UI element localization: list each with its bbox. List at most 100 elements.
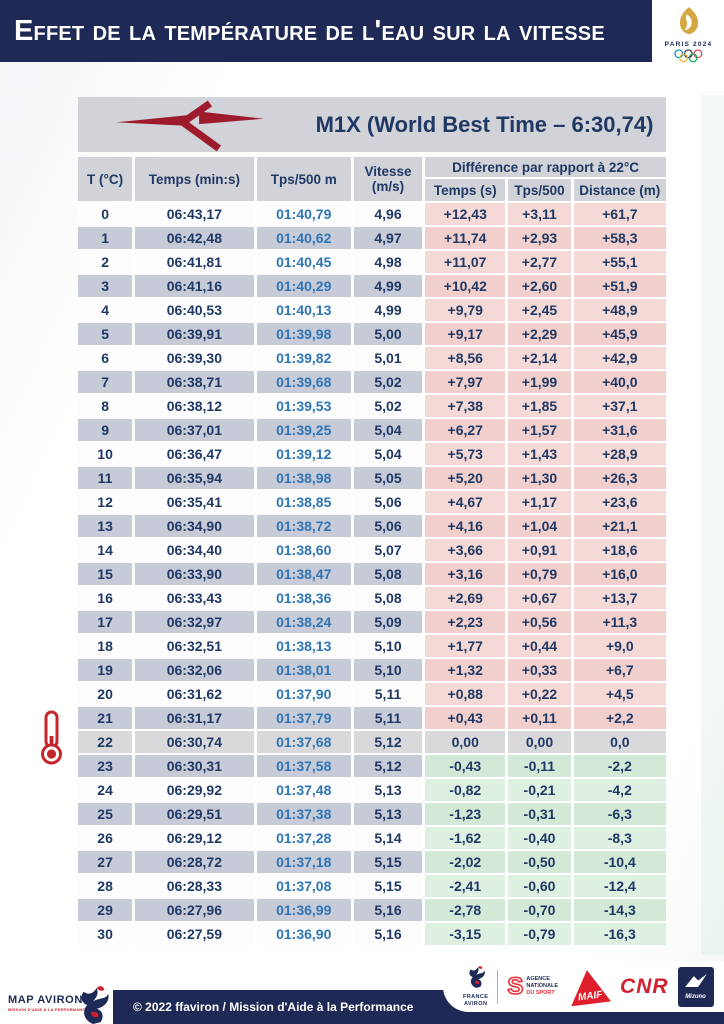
- cell-diff-split: +1,43: [508, 443, 571, 465]
- background-tint: [701, 95, 724, 955]
- cell-split: 01:39,82: [256, 347, 351, 369]
- temperature-table: T (°C) Temps (min:s) Tps/500 m Vitesse (…: [75, 155, 669, 947]
- cell-speed: 4,98: [353, 251, 423, 273]
- header-temperature: T (°C): [78, 157, 133, 201]
- ans-s-icon: S: [507, 972, 525, 1000]
- copyright-text: © 2022 ffaviron / Mission d'Aide à la Pe…: [133, 1000, 414, 1014]
- header-diff-group: Différence par rapport à 22°C: [425, 157, 666, 177]
- map-aviron-blade-icon: [78, 98, 303, 152]
- cell-diff-split: +1,57: [508, 419, 571, 441]
- cell-speed: 4,97: [353, 227, 423, 249]
- cell-diff-time: +4,67: [425, 491, 506, 513]
- cell-diff-time: -2,78: [425, 899, 506, 921]
- cell-split: 01:37,48: [256, 779, 351, 801]
- mizuno-logo: Mizuno: [677, 966, 714, 1007]
- cell-diff-time: +11,74: [425, 227, 506, 249]
- table-row: 0 06:43,17 01:40,79 4,96 +12,43 +3,11 +61,7: [78, 203, 666, 225]
- cell-diff-split: +2,14: [508, 347, 571, 369]
- cell-diff-split: +2,29: [508, 323, 571, 345]
- maif-logo: MAIF: [567, 968, 611, 1006]
- cell-diff-distance: +13,7: [573, 587, 666, 609]
- cell-time: 06:28,72: [135, 851, 254, 873]
- ans-label-line2: NATIONALE: [526, 982, 559, 989]
- cell-diff-split: -0,21: [508, 779, 571, 801]
- table-row: 9 06:37,01 01:39,25 5,04 +6,27 +1,57 +31,6: [78, 419, 666, 441]
- cell-split: 01:40,62: [256, 227, 351, 249]
- cell-speed: 5,02: [353, 395, 423, 417]
- cell-speed: 5,15: [353, 875, 423, 897]
- cell-time: 06:28,33: [135, 875, 254, 897]
- olympic-rings-icon: [673, 49, 705, 69]
- cell-speed: 5,14: [353, 827, 423, 849]
- cell-diff-split: +1,17: [508, 491, 571, 513]
- cell-split: 01:38,72: [256, 515, 351, 537]
- cell-diff-distance: -4,2: [573, 779, 666, 801]
- cell-diff-time: -2,02: [425, 851, 506, 873]
- cell-speed: 4,96: [353, 203, 423, 225]
- table-row: 24 06:29,92 01:37,48 5,13 -0,82 -0,21 -4,2: [78, 779, 666, 801]
- cell-diff-split: +1,99: [508, 371, 571, 393]
- cell-diff-distance: +45,9: [573, 323, 666, 345]
- france-aviron-logo: FRANCE AVIRON: [463, 965, 488, 1008]
- cell-temperature: 4: [78, 299, 133, 321]
- cell-diff-split: +0,44: [508, 635, 571, 657]
- table-row: 16 06:33,43 01:38,36 5,08 +2,69 +0,67 +13,7: [78, 587, 666, 609]
- cell-split: 01:38,60: [256, 539, 351, 561]
- cell-diff-split: +2,77: [508, 251, 571, 273]
- cell-speed: 5,06: [353, 491, 423, 513]
- cell-time: 06:29,51: [135, 803, 254, 825]
- cell-diff-time: +9,17: [425, 323, 506, 345]
- table-row: 19 06:32,06 01:38,01 5,10 +1,32 +0,33 +6,7: [78, 659, 666, 681]
- table-row: 11 06:35,94 01:38,98 5,05 +5,20 +1,30 +26,3: [78, 467, 666, 489]
- title-bar: Effet de la température de l'eau sur la …: [0, 0, 652, 62]
- cell-diff-time: +3,16: [425, 563, 506, 585]
- cell-split: 01:36,90: [256, 923, 351, 945]
- cell-time: 06:35,94: [135, 467, 254, 489]
- cell-temperature: 26: [78, 827, 133, 849]
- cell-diff-distance: +6,7: [573, 659, 666, 681]
- partners-panel: FRANCE AVIRON S AGENCE NATIONALE DU SPOR…: [443, 961, 724, 1012]
- table-body: 0 06:43,17 01:40,79 4,96 +12,43 +3,11 +61,7 1 06…: [78, 203, 666, 945]
- cell-temperature: 15: [78, 563, 133, 585]
- table-row: 21 06:31,17 01:37,79 5,11 +0,43 +0,11 +2,2: [78, 707, 666, 729]
- rooster-icon: [465, 965, 487, 994]
- cell-temperature: 14: [78, 539, 133, 561]
- cell-diff-time: +5,20: [425, 467, 506, 489]
- cell-diff-distance: +28,9: [573, 443, 666, 465]
- cell-diff-split: +0,79: [508, 563, 571, 585]
- cell-speed: 5,16: [353, 923, 423, 945]
- cell-speed: 5,04: [353, 443, 423, 465]
- paris-2024-label: PARIS 2024: [664, 41, 713, 48]
- cell-speed: 5,08: [353, 563, 423, 585]
- cell-temperature: 18: [78, 635, 133, 657]
- cell-diff-distance: -6,3: [573, 803, 666, 825]
- table-row: 4 06:40,53 01:40,13 4,99 +9,79 +2,45 +48,9: [78, 299, 666, 321]
- cell-diff-split: +1,30: [508, 467, 571, 489]
- cell-diff-time: -1,62: [425, 827, 506, 849]
- ans-label-line3: DU SPORT: [526, 990, 555, 997]
- maif-label: MAIF: [577, 989, 603, 1003]
- cell-split: 01:37,58: [256, 755, 351, 777]
- cell-split: 01:40,45: [256, 251, 351, 273]
- cell-diff-split: +2,60: [508, 275, 571, 297]
- cell-speed: 5,09: [353, 611, 423, 633]
- cell-diff-time: +12,43: [425, 203, 506, 225]
- cell-diff-split: +1,85: [508, 395, 571, 417]
- header-speed: Vitesse (m/s): [353, 157, 423, 201]
- cell-temperature: 20: [78, 683, 133, 705]
- agence-nationale-du-sport-logo: S AGENCE NATIONALE DU SPORT: [507, 972, 559, 1000]
- cell-diff-time: +1,77: [425, 635, 506, 657]
- cell-diff-split: -0,60: [508, 875, 571, 897]
- paris-2024-flame-icon: [676, 7, 702, 40]
- mizuno-bird-icon: [684, 973, 707, 992]
- cell-diff-distance: -12,4: [573, 875, 666, 897]
- cell-split: 01:37,08: [256, 875, 351, 897]
- cell-time: 06:32,97: [135, 611, 254, 633]
- ans-label-line1: AGENCE: [526, 975, 550, 982]
- table-row: 14 06:34,40 01:38,60 5,07 +3,66 +0,91 +18,6: [78, 539, 666, 561]
- cell-diff-time: 0,00: [425, 731, 506, 753]
- france-aviron-label-line1: FRANCE: [463, 994, 489, 1001]
- table-row: 8 06:38,12 01:39,53 5,02 +7,38 +1,85 +37,1: [78, 395, 666, 417]
- cell-speed: 4,99: [353, 299, 423, 321]
- cell-speed: 5,11: [353, 707, 423, 729]
